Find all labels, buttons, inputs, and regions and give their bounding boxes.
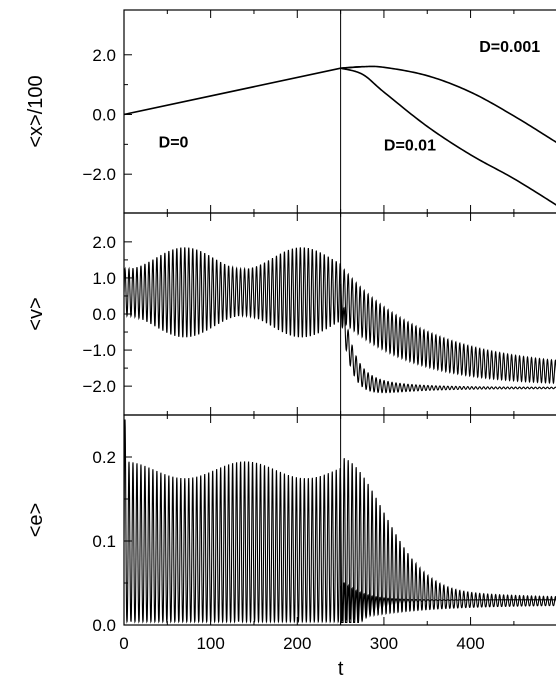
y-tick-label: −1.0 [82,341,116,360]
panel-border [123,414,556,626]
annotation-label: D=0.001 [479,39,540,56]
x-tick-label: 100 [196,634,224,653]
x-tick-label: 0 [119,634,128,653]
annotation-label: D=0.01 [384,137,436,154]
x-tick-label: 300 [370,634,398,653]
y-tick-label: 0.0 [92,616,116,635]
y-tick-label: 1.0 [92,269,116,288]
y-tick-label: 0.0 [92,105,116,124]
y-axis-label: <e> [25,503,47,537]
series-line [340,67,556,206]
series-line [340,283,556,394]
y-tick-label: 2.0 [92,46,116,65]
panel-energy: 0.0 0.1 0.2 <e> 0 100 200 300 400 t [25,415,556,680]
series-line [340,65,556,144]
series-line [124,247,556,385]
y-tick-label: 0.1 [92,532,116,551]
panel-border [123,212,556,416]
panel-velocity: 2.0 1.0 0.0 −1.0 −2.0 <v> [25,213,556,415]
x-tick-label: 200 [283,634,311,653]
y-axis-label: <x>/100 [25,75,47,147]
annotation-label: D=0 [159,134,189,151]
series-line [124,419,556,624]
y-tick-label: 0.0 [92,305,116,324]
plot-frame [123,9,556,626]
series-line [124,65,363,116]
y-tick-label: 2.0 [92,233,116,252]
y-tick-label: −2.0 [82,377,116,396]
y-tick-label: 0.2 [92,448,116,467]
y-tick-label: −2.0 [82,165,116,184]
panel-position: 2.0 0.0 −2.0 <x>/100 D=0 D=0.01 D=0.001 [25,10,556,213]
y-axis-label: <v> [25,297,47,330]
x-tick-label: 400 [456,634,484,653]
x-axis-label: t [338,658,344,680]
series-line [340,582,556,624]
